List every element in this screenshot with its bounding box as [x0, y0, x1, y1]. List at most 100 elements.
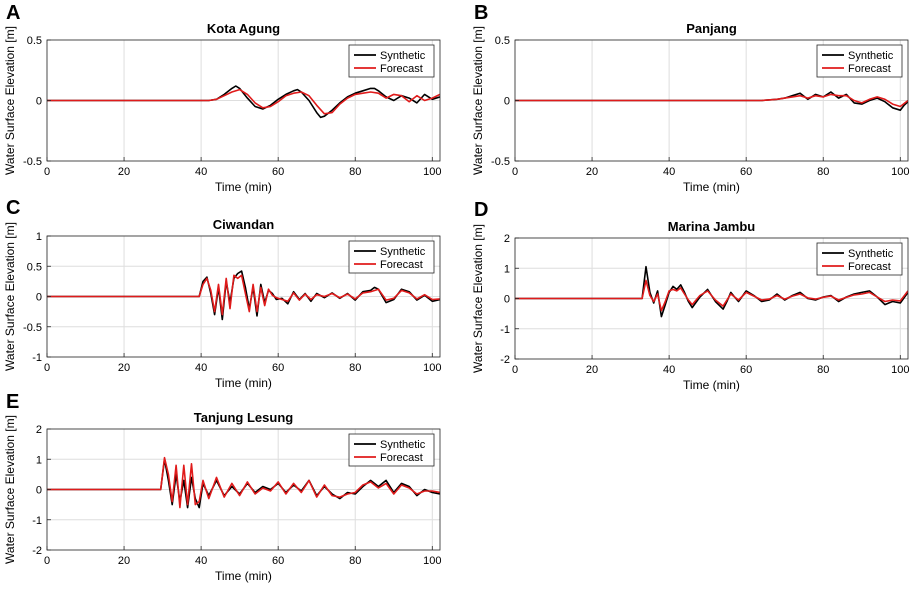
chart-e-xlabel: Time (min) [215, 569, 272, 583]
chart-e-legend-label-synthetic: Synthetic [380, 439, 426, 451]
chart-e-series-forecast [47, 456, 440, 509]
chart-c-series-forecast [47, 274, 440, 316]
chart-e-x-tick-label-3: 60 [272, 555, 284, 567]
chart-d-x-tick-label-0: 0 [512, 364, 518, 376]
chart-e: 0 20 40 60 80 100 -2 -1 0 1 2 Tanjung Lesung Time (m… [3, 391, 441, 583]
chart-d-y-tick-label-2: 0 [504, 294, 510, 306]
chart-d-panel-letter: D [474, 199, 488, 221]
chart-a-legend-label-synthetic: Synthetic [380, 50, 426, 62]
chart-c-x-tick-label-2: 40 [195, 362, 207, 374]
chart-c-y-tick-label-2: 0 [36, 292, 42, 304]
chart-c-ylabel: Water Surface Elevation [m] [3, 222, 17, 371]
chart-d-y-tick-label-0: -2 [500, 354, 510, 366]
chart-b-xlabel: Time (min) [683, 180, 740, 194]
chart-c-x-tick-label-1: 20 [118, 362, 130, 374]
chart-e-y-tick-label-4: 2 [36, 424, 42, 436]
chart-b-ylabel: Water Surface Elevation [m] [471, 26, 485, 175]
chart-a-ylabel: Water Surface Elevation [m] [3, 26, 17, 175]
chart-d-legend-label-synthetic: Synthetic [848, 248, 894, 260]
chart-e-y-tick-label-3: 1 [36, 454, 42, 466]
chart-c: 0 20 40 60 80 100 -1 -0.5 0 0.5 1 Ciwandan Time (min… [3, 197, 441, 390]
chart-b-series-forecast [515, 93, 908, 108]
chart-c-x-tick-label-3: 60 [272, 362, 284, 374]
chart-a-xlabel: Time (min) [215, 180, 272, 194]
chart-d-y-tick-label-3: 1 [504, 263, 510, 275]
chart-b-legend-label-synthetic: Synthetic [848, 50, 894, 62]
chart-d-y-tick-label-4: 2 [504, 233, 510, 245]
chart-e-x-tick-label-1: 20 [118, 555, 130, 567]
chart-d-x-tick-label-4: 80 [817, 364, 829, 376]
chart-b-x-tick-label-0: 0 [512, 166, 518, 178]
chart-a-series-forecast [47, 88, 440, 115]
chart-a-y-tick-label-1: 0 [36, 96, 42, 108]
chart-b-legend-box [816, 44, 903, 78]
chart-b-x-tick-label-5: 100 [891, 166, 909, 178]
chart-a-y-tick-label-2: 0.5 [27, 35, 42, 47]
chart-b-y-tick-label-0: -0.5 [491, 156, 510, 168]
chart-d-xlabel: Time (min) [683, 378, 740, 392]
chart-a-x-tick-label-0: 0 [44, 166, 50, 178]
chart-a-x-tick-label-2: 40 [195, 166, 207, 178]
chart-e-x-tick-label-4: 80 [349, 555, 361, 567]
chart-a-series-synthetic [47, 85, 440, 119]
chart-d-title: Marina Jambu [668, 219, 755, 234]
chart-a-legend-label-forecast: Forecast [380, 63, 423, 75]
chart-a-y-tick-label-0: -0.5 [23, 156, 42, 168]
chart-d: 0 20 40 60 80 100 -2 -1 0 1 2 Marina Jambu Time (min… [471, 199, 909, 392]
chart-c-x-tick-label-0: 0 [44, 362, 50, 374]
chart-c-xlabel: Time (min) [215, 376, 272, 390]
chart-a-x-tick-label-4: 80 [349, 166, 361, 178]
chart-e-y-tick-label-0: -2 [32, 545, 42, 557]
chart-b-y-tick-label-2: 0.5 [495, 35, 510, 47]
chart-b-y-tick-label-1: 0 [504, 96, 510, 108]
chart-e-x-tick-label-5: 100 [423, 555, 441, 567]
chart-e-y-tick-label-2: 0 [36, 485, 42, 497]
chart-d-x-tick-label-3: 60 [740, 364, 752, 376]
chart-a-x-tick-label-5: 100 [423, 166, 441, 178]
chart-d-legend-box [816, 242, 903, 276]
chart-c-y-tick-label-3: 0.5 [27, 261, 42, 273]
chart-c-legend-box [348, 240, 435, 274]
chart-c-panel-letter: C [6, 197, 20, 219]
chart-c-y-tick-label-0: -1 [32, 352, 42, 364]
chart-e-y-tick-label-1: -1 [32, 515, 42, 527]
chart-a-x-tick-label-1: 20 [118, 166, 130, 178]
chart-e-legend-box [348, 433, 435, 467]
chart-e-legend-label-forecast: Forecast [380, 452, 423, 464]
chart-e-x-tick-label-0: 0 [44, 555, 50, 567]
chart-e-x-tick-label-2: 40 [195, 555, 207, 567]
chart-d-y-tick-label-1: -1 [500, 324, 510, 336]
chart-b-x-tick-label-4: 80 [817, 166, 829, 178]
chart-c-x-tick-label-4: 80 [349, 362, 361, 374]
chart-c-x-tick-label-5: 100 [423, 362, 441, 374]
chart-b-title: Panjang [686, 21, 737, 36]
chart-d-series-forecast [515, 279, 908, 312]
chart-c-y-tick-label-4: 1 [36, 231, 42, 243]
chart-e-title: Tanjung Lesung [194, 410, 293, 425]
chart-e-ylabel: Water Surface Elevation [m] [3, 415, 17, 564]
chart-d-x-tick-label-2: 40 [663, 364, 675, 376]
chart-b-x-tick-label-2: 40 [663, 166, 675, 178]
chart-c-legend-label-forecast: Forecast [380, 259, 423, 271]
chart-d-x-tick-label-1: 20 [586, 364, 598, 376]
chart-a-legend-box [348, 44, 435, 78]
chart-a-title: Kota Agung [207, 21, 280, 36]
chart-d-legend-label-forecast: Forecast [848, 261, 891, 273]
chart-d-ylabel: Water Surface Elevation [m] [471, 224, 485, 373]
chart-b-legend-label-forecast: Forecast [848, 63, 891, 75]
chart-e-panel-letter: E [6, 391, 19, 413]
chart-c-y-tick-label-1: -0.5 [23, 322, 42, 334]
chart-b-panel-letter: B [474, 2, 488, 24]
chart-c-title: Ciwandan [213, 217, 274, 232]
chart-c-legend-label-synthetic: Synthetic [380, 246, 426, 258]
chart-b-x-tick-label-1: 20 [586, 166, 598, 178]
chart-a-panel-letter: A [6, 2, 20, 24]
chart-a-x-tick-label-3: 60 [272, 166, 284, 178]
